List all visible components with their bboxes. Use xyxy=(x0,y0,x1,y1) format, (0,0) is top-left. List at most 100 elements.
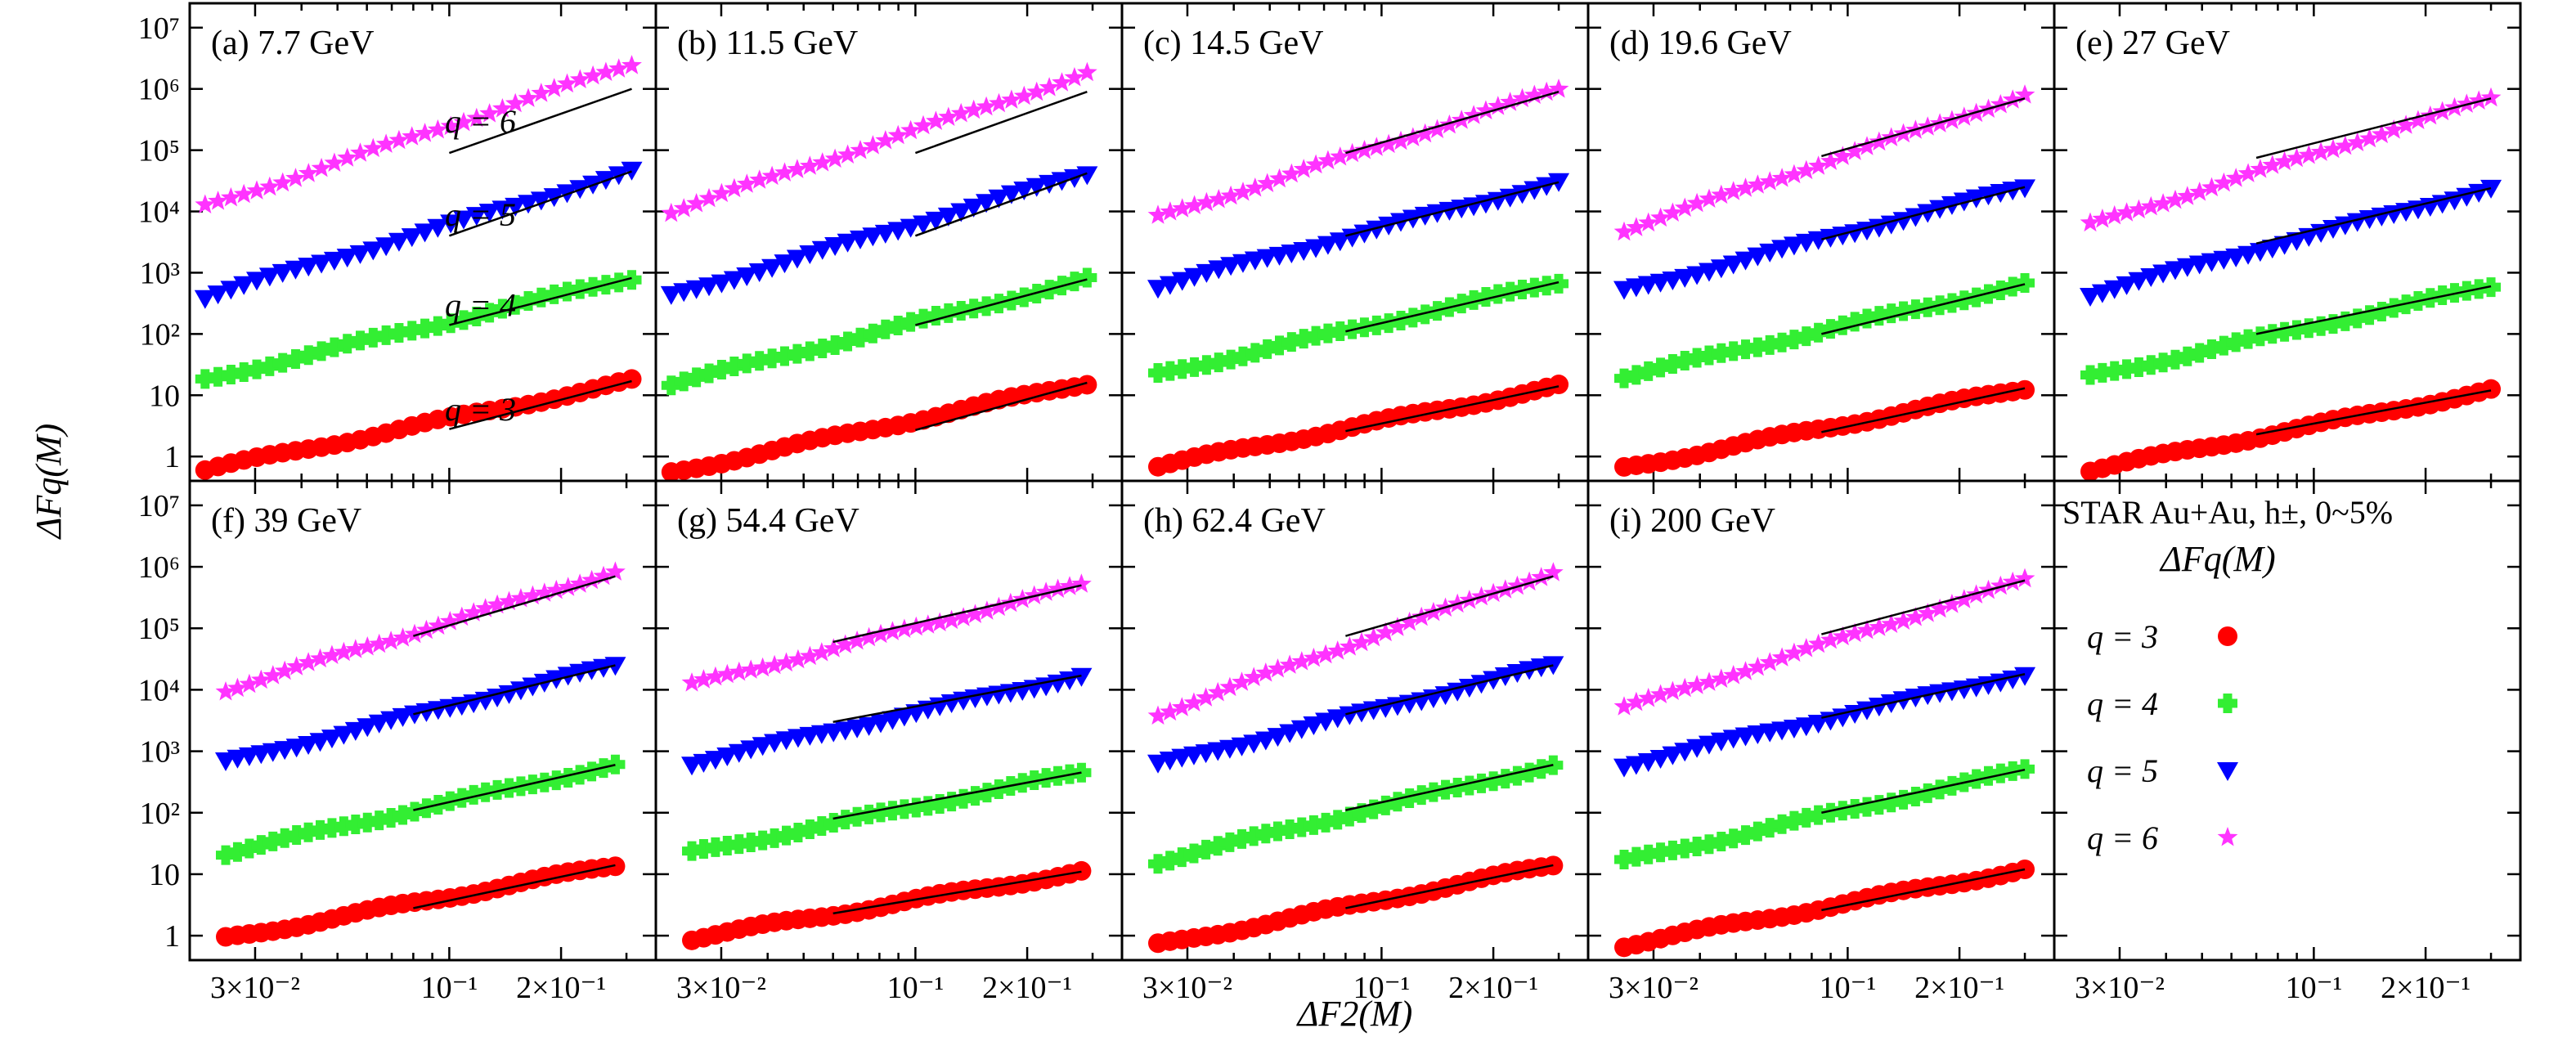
q4-point xyxy=(1221,349,1241,370)
q4-point xyxy=(285,349,306,370)
q5-point xyxy=(1243,734,1265,754)
legend-entry-5: q = 5 xyxy=(2087,752,2158,789)
q4-point xyxy=(1711,831,1731,851)
q6-point xyxy=(811,642,832,662)
q5-point xyxy=(887,222,909,241)
q4-point xyxy=(875,319,895,339)
q6-point xyxy=(1723,181,1744,200)
q6-point xyxy=(776,652,797,672)
x-tick-label: 10⁻¹ xyxy=(1820,971,1876,1005)
q6-point xyxy=(1844,141,1865,160)
q4-point xyxy=(711,360,732,380)
q5-point xyxy=(1722,255,1744,275)
q4-fit-line xyxy=(1821,768,2026,814)
q6-point xyxy=(1013,85,1034,105)
q4-point xyxy=(1281,332,1302,352)
q6-point xyxy=(1856,619,1878,640)
x-tick-label: 2×10⁻¹ xyxy=(1448,971,1538,1005)
q4-point xyxy=(345,815,366,835)
q4-point xyxy=(451,788,472,808)
q6-point xyxy=(859,626,879,647)
q5-point xyxy=(1686,738,1708,758)
q6-point xyxy=(2262,155,2283,174)
q5-point xyxy=(660,285,682,305)
q4-point xyxy=(1160,851,1180,871)
q6-point xyxy=(1220,185,1241,205)
q4-point xyxy=(752,830,773,851)
q4-point xyxy=(1735,825,1756,846)
q6-point xyxy=(846,630,868,650)
q4-point xyxy=(918,796,938,816)
q5-point xyxy=(2419,198,2441,218)
q5-point xyxy=(1868,698,1890,717)
q6-point xyxy=(1269,168,1290,188)
q5-point xyxy=(1254,731,1277,751)
q5-point xyxy=(2273,236,2296,255)
q3-fit-line xyxy=(1345,864,1554,909)
q6-point xyxy=(787,159,808,178)
panel-8 xyxy=(1120,479,1590,962)
q6-point xyxy=(1808,633,1829,653)
q5-point xyxy=(1625,278,1647,298)
q4-point xyxy=(1869,306,1889,326)
q6-point xyxy=(749,169,770,189)
q6-point xyxy=(1471,586,1492,606)
q6-point xyxy=(1052,72,1072,92)
q6-point xyxy=(764,654,785,675)
q6-point xyxy=(1495,579,1516,599)
q4-point xyxy=(1760,334,1780,355)
q4-point xyxy=(859,804,879,824)
q6-point xyxy=(1626,217,1647,236)
q6-point xyxy=(1686,192,1708,213)
q6-point xyxy=(1650,207,1671,227)
panel-9 xyxy=(1586,479,2056,962)
q4-point xyxy=(1784,810,1804,831)
q6-point xyxy=(321,644,343,664)
q6-point xyxy=(1483,582,1504,603)
q6-point xyxy=(2002,571,2023,591)
q6-point xyxy=(989,92,1009,113)
q6-point xyxy=(259,176,280,196)
q4-point xyxy=(1488,284,1508,304)
q5-point xyxy=(1674,743,1696,762)
q4-point xyxy=(1183,843,1204,864)
q6-point xyxy=(1172,198,1193,218)
q5-point xyxy=(1759,243,1781,263)
q6-point xyxy=(463,602,484,622)
q5-point xyxy=(2128,272,2150,291)
q6-point xyxy=(900,119,921,140)
q6-point xyxy=(518,88,539,107)
q5-point xyxy=(1076,166,1098,186)
y-tick-label: 10⁶ xyxy=(138,550,180,585)
q6-point xyxy=(1512,88,1533,108)
y-tick-label: 1 xyxy=(164,440,180,474)
q6-point xyxy=(2014,84,2035,104)
y-tick-label: 10⁷ xyxy=(138,11,180,46)
q6-point xyxy=(913,114,934,135)
q5-fit-line xyxy=(2255,186,2492,245)
q4-point xyxy=(765,828,785,848)
q5-point xyxy=(1613,758,1636,778)
panel-label: (h) 62.4 GeV xyxy=(1143,502,1326,540)
q6-point xyxy=(1856,136,1878,155)
legend-panel xyxy=(2053,479,2522,962)
q6-point xyxy=(534,582,555,602)
q4-point xyxy=(2347,308,2367,329)
q5-point xyxy=(333,725,355,745)
q4-point xyxy=(1036,768,1057,788)
q4-point xyxy=(1423,782,1443,802)
q5-point xyxy=(2431,195,2453,214)
q6-point xyxy=(686,193,707,213)
q4-point xyxy=(334,816,354,837)
q4-point xyxy=(837,331,858,352)
legend-marker-3 xyxy=(2218,626,2237,646)
q6-point xyxy=(1183,692,1205,712)
q6-point xyxy=(558,577,579,596)
q6-point xyxy=(740,659,761,679)
q6-point xyxy=(451,606,473,626)
q4-fit-line xyxy=(2255,285,2492,335)
q-label-5: q = 5 xyxy=(445,196,516,233)
q4-point xyxy=(1687,348,1708,368)
q4-point xyxy=(1856,797,1877,817)
q6-point xyxy=(404,623,425,644)
